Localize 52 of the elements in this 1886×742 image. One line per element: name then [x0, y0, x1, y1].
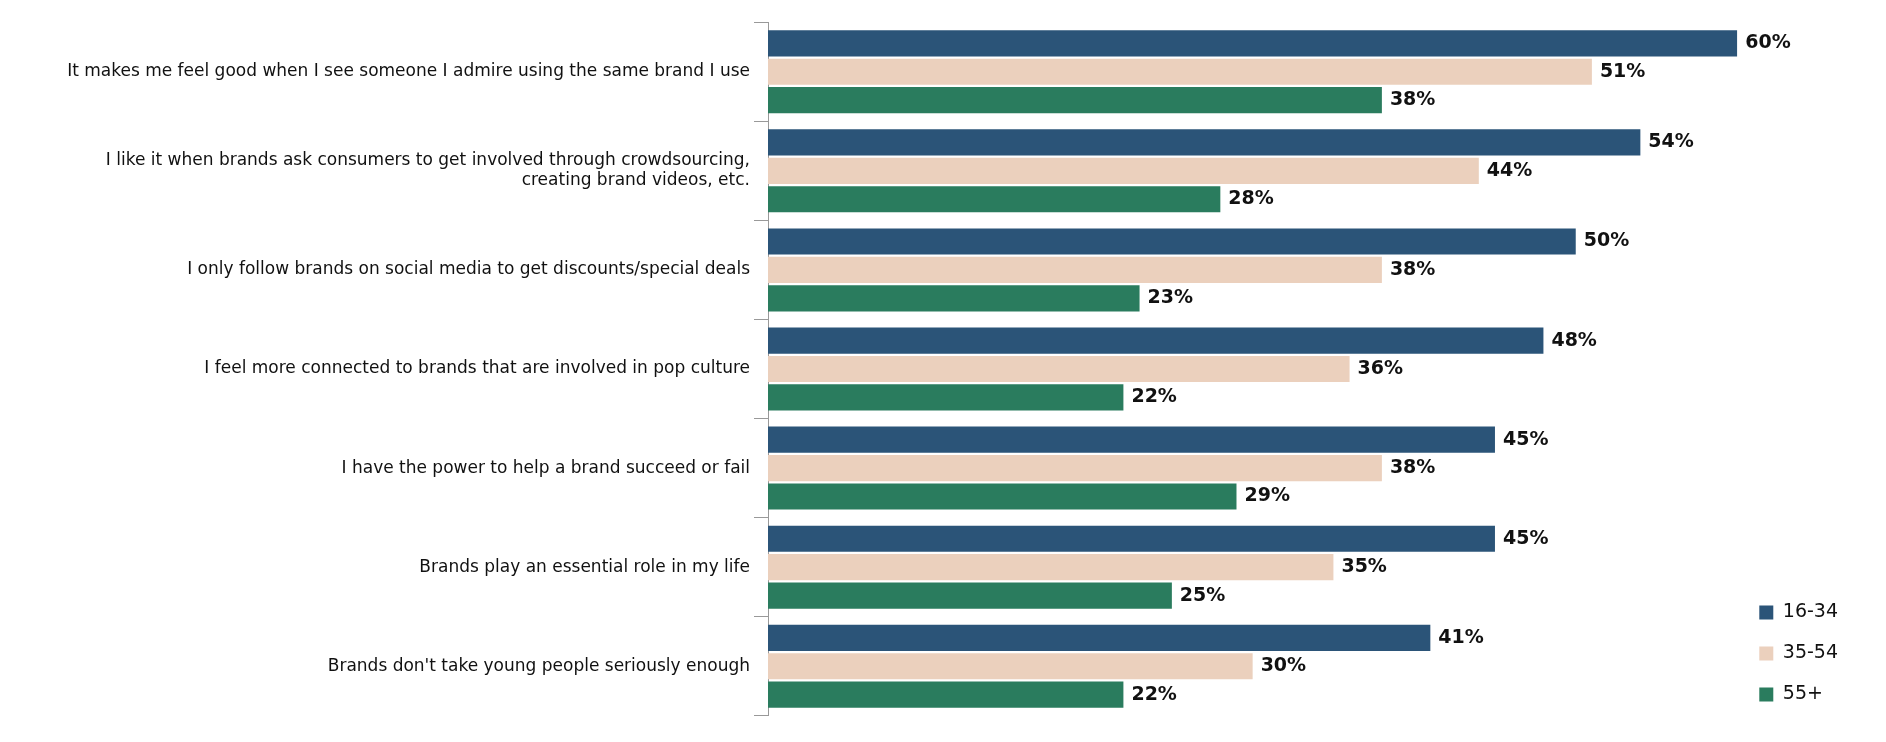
legend-label: 55+	[1782, 681, 1823, 704]
y-tick-label: Brands don't take young people seriously enough	[327, 654, 750, 675]
y-tick-label: It makes me feel good when I see someone I admire using the same brand I use	[67, 60, 750, 81]
bar	[768, 58, 1592, 85]
data-label: 36%	[1357, 355, 1404, 378]
legend-label: 35-54	[1782, 640, 1839, 663]
data-label: 45%	[1502, 426, 1549, 449]
bar	[768, 681, 1124, 708]
bar	[768, 483, 1237, 510]
data-label: 35%	[1341, 554, 1387, 577]
data-label: 45%	[1502, 525, 1549, 548]
bar	[768, 87, 1382, 114]
bar	[768, 285, 1140, 312]
data-label: 54%	[1648, 129, 1694, 152]
bar	[768, 157, 1479, 184]
data-label: 50%	[1583, 228, 1630, 251]
data-label: 23%	[1147, 285, 1194, 308]
bar	[768, 426, 1495, 453]
y-tick-label: I have the power to help a brand succeed or fail	[341, 456, 750, 477]
y-tick-label: I only follow brands on social media to get discounts/special deals	[187, 258, 751, 279]
legend-label: 16-34	[1782, 599, 1839, 622]
data-label: 51%	[1599, 58, 1646, 81]
bar	[768, 256, 1382, 283]
bar	[768, 129, 1641, 156]
data-label: 44%	[1486, 157, 1533, 180]
data-label: 22%	[1131, 681, 1177, 704]
bar	[768, 30, 1738, 57]
bar	[768, 355, 1350, 383]
bar	[768, 455, 1382, 482]
bar	[768, 554, 1334, 581]
bar	[768, 624, 1431, 651]
data-label: 22%	[1131, 384, 1177, 407]
data-label: 60%	[1745, 30, 1791, 53]
bar	[768, 653, 1253, 680]
bar	[768, 186, 1221, 213]
bar	[768, 327, 1544, 354]
data-label: 25%	[1179, 582, 1226, 605]
data-label: 38%	[1389, 256, 1436, 279]
bar	[768, 525, 1495, 552]
bar	[768, 384, 1124, 411]
data-label: 29%	[1244, 483, 1290, 506]
data-label: 28%	[1228, 186, 1274, 209]
data-label: 38%	[1389, 455, 1436, 478]
data-label: 30%	[1260, 653, 1307, 676]
data-label: 38%	[1389, 87, 1436, 110]
bar	[768, 582, 1172, 609]
y-tick-label: I feel more connected to brands that are involved in pop culture	[204, 357, 750, 378]
bar	[768, 228, 1576, 255]
data-label: 48%	[1551, 327, 1597, 350]
y-tick-label: Brands play an essential role in my life	[419, 555, 750, 576]
y-tick-label: I like it when brands ask consumers to get involved through crowdsourcing, creating brand videos, etc.	[105, 149, 750, 190]
data-label: 41%	[1438, 624, 1484, 647]
